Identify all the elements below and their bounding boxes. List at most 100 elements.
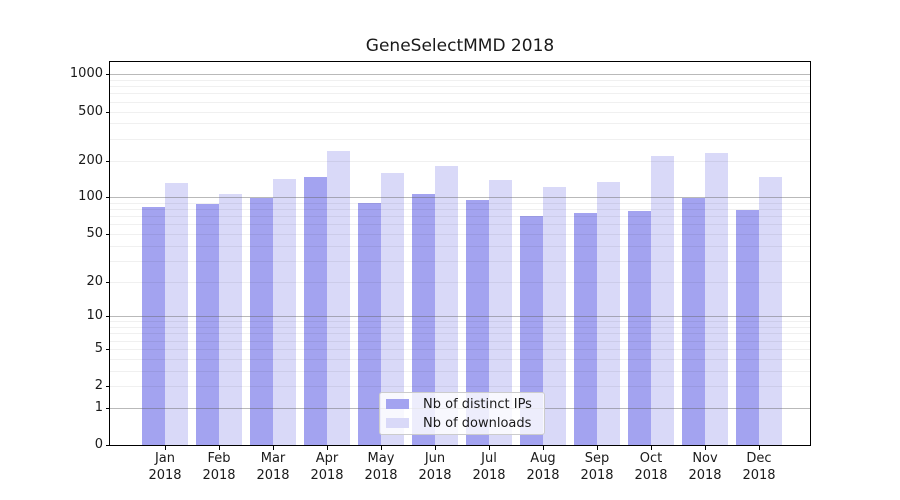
gridline-major bbox=[110, 197, 810, 199]
x-tick-label: Aug 2018 bbox=[512, 450, 574, 484]
x-tick-label: May 2018 bbox=[350, 450, 412, 484]
x-tick-label: Jul 2018 bbox=[458, 450, 520, 484]
x-tick-mark bbox=[165, 446, 166, 450]
bar-distinct-ips bbox=[682, 198, 705, 445]
legend-swatch-distinct-ips bbox=[386, 399, 409, 409]
gridline-minor bbox=[110, 348, 810, 350]
y-tick-mark bbox=[106, 445, 110, 446]
bar-distinct-ips bbox=[412, 194, 435, 445]
gridline-minor bbox=[110, 86, 810, 88]
bar-downloads bbox=[219, 193, 242, 445]
y-tick-label: 5 bbox=[94, 341, 103, 356]
x-tick-month: Aug bbox=[530, 451, 556, 466]
x-tick-label: Nov 2018 bbox=[674, 450, 736, 484]
x-tick-month: Feb bbox=[207, 451, 231, 466]
x-tick-label: Jun 2018 bbox=[404, 450, 466, 484]
gridline-minor bbox=[110, 101, 810, 103]
gridline-minor bbox=[110, 333, 810, 335]
x-tick-label: Mar 2018 bbox=[242, 450, 304, 484]
gridline-major bbox=[110, 316, 810, 318]
x-tick-mark bbox=[273, 446, 274, 450]
y-tick-mark bbox=[106, 112, 110, 113]
y-tick-label: 50 bbox=[86, 226, 103, 241]
legend-label-distinct-ips: Nb of distinct IPs bbox=[423, 396, 532, 412]
bar-distinct-ips bbox=[250, 198, 273, 445]
gridline-minor bbox=[110, 370, 810, 372]
y-tick-mark bbox=[106, 316, 110, 317]
gridline-minor bbox=[110, 224, 810, 226]
bar-downloads bbox=[489, 179, 512, 445]
gridline-minor bbox=[110, 260, 810, 262]
x-tick-month: Apr bbox=[315, 451, 339, 466]
x-tick-month: Dec bbox=[746, 451, 772, 466]
gridline-minor bbox=[110, 358, 810, 360]
legend: Nb of distinct IPs Nb of downloads bbox=[379, 392, 545, 435]
x-tick-year: 2018 bbox=[634, 468, 668, 483]
x-tick-mark bbox=[759, 446, 760, 450]
x-tick-mark bbox=[651, 446, 652, 450]
gridline-minor bbox=[110, 80, 810, 82]
bar-distinct-ips bbox=[304, 177, 327, 445]
gridline-minor bbox=[110, 216, 810, 218]
y-tick-label: 0 bbox=[94, 437, 103, 452]
x-tick-mark bbox=[327, 446, 328, 450]
x-tick-year: 2018 bbox=[580, 468, 614, 483]
x-tick-month: Jun bbox=[424, 451, 446, 466]
gridline-minor bbox=[110, 123, 810, 125]
plot-area bbox=[110, 62, 810, 445]
x-tick-label: Apr 2018 bbox=[296, 450, 358, 484]
y-tick-mark bbox=[106, 349, 110, 350]
y-tick-label: 100 bbox=[78, 189, 103, 204]
gridline-minor bbox=[110, 234, 810, 236]
x-tick-mark bbox=[705, 446, 706, 450]
x-tick-month: Mar bbox=[260, 451, 286, 466]
x-tick-mark bbox=[489, 446, 490, 450]
x-tick-year: 2018 bbox=[364, 468, 398, 483]
x-tick-month: Jul bbox=[481, 451, 497, 466]
x-tick-mark bbox=[219, 446, 220, 450]
gridline-major bbox=[110, 74, 810, 76]
bar-distinct-ips bbox=[520, 216, 543, 445]
x-tick-year: 2018 bbox=[418, 468, 452, 483]
y-tick-label: 10 bbox=[86, 308, 103, 323]
x-tick-mark bbox=[381, 446, 382, 450]
x-tick-label: Sep 2018 bbox=[566, 450, 628, 484]
x-tick-year: 2018 bbox=[148, 468, 182, 483]
bar-downloads bbox=[651, 156, 674, 445]
y-tick-label: 500 bbox=[78, 104, 103, 119]
x-tick-label: Feb 2018 bbox=[188, 450, 250, 484]
y-tick-mark bbox=[106, 197, 110, 198]
y-tick-mark bbox=[106, 74, 110, 75]
bar-downloads bbox=[381, 172, 404, 445]
x-tick-month: Nov bbox=[692, 451, 718, 466]
x-tick-month: May bbox=[367, 451, 395, 466]
gridline-minor bbox=[110, 203, 810, 205]
x-tick-year: 2018 bbox=[472, 468, 506, 483]
legend-row-downloads: Nb of downloads bbox=[386, 415, 536, 431]
y-tick-mark bbox=[106, 282, 110, 283]
x-tick-label: Dec 2018 bbox=[728, 450, 790, 484]
bar-downloads bbox=[597, 181, 620, 445]
x-tick-month: Jan bbox=[154, 451, 176, 466]
bar-downloads bbox=[273, 178, 296, 445]
gridline-minor bbox=[110, 327, 810, 329]
y-tick-mark bbox=[106, 161, 110, 162]
gridline-minor bbox=[110, 281, 810, 283]
x-tick-month: Oct bbox=[639, 451, 663, 466]
x-tick-mark bbox=[597, 446, 598, 450]
x-tick-year: 2018 bbox=[688, 468, 722, 483]
y-tick-label: 1000 bbox=[69, 66, 103, 81]
bar-downloads bbox=[759, 176, 782, 445]
gridline-minor bbox=[110, 138, 810, 140]
x-tick-year: 2018 bbox=[202, 468, 236, 483]
gridline-minor bbox=[110, 93, 810, 95]
y-tick-label: 200 bbox=[78, 153, 103, 168]
gridline-minor bbox=[110, 245, 810, 247]
y-tick-label: 2 bbox=[94, 378, 103, 393]
gridline-minor bbox=[110, 209, 810, 211]
bar-distinct-ips bbox=[736, 209, 759, 445]
bar-downloads bbox=[435, 166, 458, 445]
y-tick-label: 20 bbox=[86, 274, 103, 289]
x-tick-year: 2018 bbox=[310, 468, 344, 483]
